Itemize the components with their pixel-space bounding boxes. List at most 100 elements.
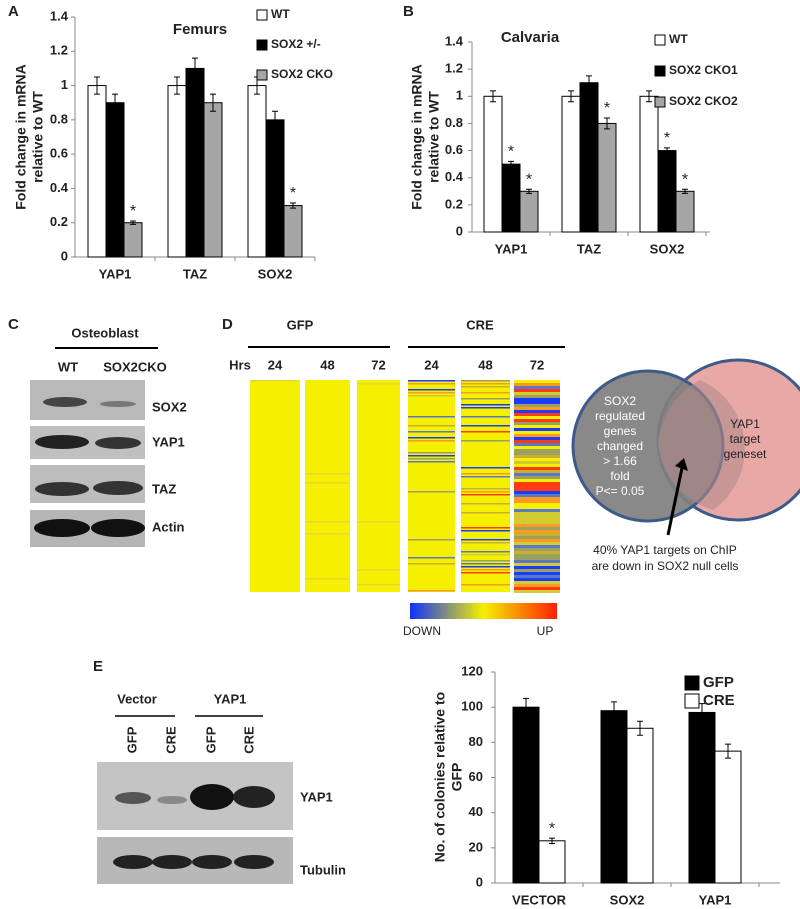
heatmap-stripe — [357, 383, 400, 385]
legend-swatch — [684, 693, 700, 709]
y-tick-label: 0 — [61, 248, 68, 263]
y-tick-label: 1.2 — [445, 61, 463, 76]
time-label: 48 — [478, 357, 492, 372]
legend-label: GFP — [703, 674, 734, 691]
heatmap-stripe — [408, 461, 455, 463]
panel-label: E — [93, 658, 103, 675]
group-label: CRE — [466, 317, 494, 332]
significance: * — [508, 144, 514, 161]
heatmap-stripe — [408, 452, 455, 454]
bar — [714, 750, 742, 884]
y-tick-label: 60 — [469, 769, 483, 784]
x-tick-label: TAZ — [183, 266, 207, 281]
error-bar — [664, 147, 670, 154]
error-bar — [94, 76, 100, 95]
heatmap-stripe — [514, 497, 560, 500]
heatmap-stripe — [514, 443, 560, 446]
heatmap-stripe — [514, 419, 560, 422]
heatmap-stripe — [514, 386, 560, 389]
axis-title: GFP — [449, 763, 465, 792]
lane-label: GFP — [203, 726, 218, 753]
heatmap-stripe — [514, 584, 560, 587]
heatmap-stripe — [514, 467, 560, 470]
y-tick-label: 120 — [461, 663, 483, 678]
venn-text: regulated — [595, 409, 645, 423]
y-tick-label: 1.2 — [50, 43, 68, 58]
heatmap-stripe — [461, 386, 510, 388]
heatmap-stripe — [461, 503, 510, 505]
heatmap-stripe — [408, 557, 455, 559]
heatmap-stripe — [461, 554, 510, 556]
heatmap-stripe — [408, 425, 455, 427]
heatmap-stripe — [514, 548, 560, 551]
lane-label: CRE — [241, 726, 256, 754]
heatmap-stripe — [514, 473, 560, 476]
heatmap-stripe — [514, 515, 560, 518]
panel-label: A — [8, 3, 19, 20]
heatmap-stripe — [514, 521, 560, 524]
x-tick-label: YAP1 — [495, 241, 528, 256]
panel-label: B — [403, 3, 414, 20]
heatmap-stripe — [514, 587, 560, 590]
heatmap-stripe — [514, 395, 560, 398]
venn-text: changed — [597, 439, 643, 453]
bar — [675, 190, 695, 233]
x-tick-label: YAP1 — [99, 266, 132, 281]
y-tick-label: 0.8 — [50, 111, 68, 126]
legend-label: WT — [271, 7, 290, 21]
legend-swatch — [256, 9, 268, 21]
bar — [639, 95, 659, 233]
legend-swatch — [256, 69, 268, 81]
heatmap-stripe — [514, 551, 560, 554]
heatmap-stripe — [461, 473, 510, 475]
heatmap-stripe — [305, 482, 350, 484]
heatmap-stripe — [408, 389, 455, 391]
heatmap-stripe — [408, 590, 455, 592]
bar — [579, 82, 599, 233]
error-bar — [508, 160, 514, 168]
heatmap-stripe — [514, 392, 560, 395]
heatmap-stripe — [461, 398, 510, 400]
heatmap-stripe — [514, 557, 560, 560]
time-label: 72 — [530, 357, 544, 372]
venn-note: are down in SOX2 null cells — [592, 559, 739, 573]
heatmap-stripe — [408, 395, 455, 397]
y-tick-label: 1 — [61, 77, 68, 92]
heatmap-stripe — [514, 455, 560, 458]
venn-text: geneset — [724, 447, 767, 461]
bar — [519, 190, 539, 233]
heatmap-stripe — [514, 494, 560, 497]
heatmap-stripe — [357, 521, 400, 523]
y-tick-label: 100 — [461, 699, 483, 714]
significance: * — [130, 203, 136, 220]
heatmap-stripe — [514, 512, 560, 515]
heatmap-stripe — [514, 581, 560, 584]
heatmap-stripe — [514, 500, 560, 503]
heatmap-stripe — [514, 485, 560, 488]
x-tick-label: VECTOR — [512, 892, 567, 907]
heatmap-stripe — [514, 389, 560, 392]
heatmap-stripe — [514, 527, 560, 530]
legend-label: SOX2 +/- — [271, 37, 321, 51]
heatmap-stripe — [514, 404, 560, 407]
venn-text: genes — [604, 424, 637, 438]
heatmap-stripe — [514, 530, 560, 533]
heatmap-stripe — [408, 458, 455, 460]
y-tick-label: 0.6 — [50, 146, 68, 161]
band-label: Tubulin — [300, 862, 346, 877]
y-tick-label: 0.2 — [445, 196, 463, 211]
panel-label: C — [8, 316, 19, 333]
group-label: Vector — [117, 691, 157, 706]
heatmap-column — [357, 380, 400, 592]
group-label: GFP — [287, 317, 314, 332]
panel-label: D — [222, 316, 233, 333]
heatmap-stripe — [514, 476, 560, 479]
y-tick-label: 0.6 — [445, 142, 463, 157]
venn-text: fold — [610, 469, 629, 483]
lane-label: SOX2CKO — [103, 359, 167, 374]
heatmap-stripe — [250, 380, 300, 382]
heatmap-stripe — [305, 521, 350, 523]
time-label: 24 — [268, 357, 283, 372]
heatmap-stripe — [514, 545, 560, 548]
